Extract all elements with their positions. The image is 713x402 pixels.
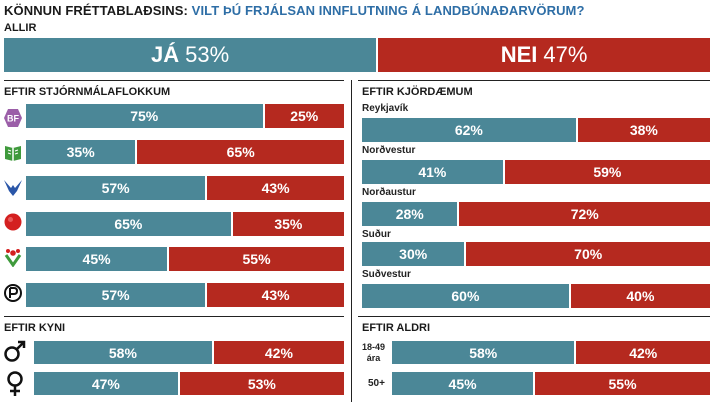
age-bar: 45% 55% [392, 372, 710, 395]
no-segment: 72% [459, 202, 710, 226]
vertical-divider [351, 80, 352, 402]
section-title-district: EFTIR KJÖRDÆMUM [362, 86, 473, 98]
district-bar: 60% 40% [362, 284, 710, 308]
section-title-age: EFTIR ALDRI [362, 322, 431, 334]
district-label: Suðvestur [362, 269, 411, 280]
no-segment: 53% [179, 372, 344, 395]
no-segment: 70% [466, 242, 710, 266]
district-label: Reykjavík [362, 103, 409, 114]
yes-segment: 45% [392, 372, 536, 395]
district-bar: 30% 70% [362, 242, 710, 266]
divider-line [358, 316, 710, 317]
yes-segment: 57% [26, 283, 208, 307]
party-bar: 35% 65% [26, 140, 344, 164]
rose-logo-icon [4, 213, 22, 231]
no-segment: 59% [504, 160, 710, 184]
overall-yes-pct: 53% [185, 42, 230, 67]
age-label-2: 50+ [368, 378, 385, 389]
no-segment: 38% [577, 118, 710, 142]
female-symbol-icon [7, 371, 23, 396]
overall-bar: JÁ 53% NEI 47% [4, 38, 710, 72]
divider-line [4, 80, 344, 81]
no-segment: 65% [137, 140, 344, 164]
district-bar: 28% 72% [362, 202, 710, 226]
overall-no-segment: NEI 47% [378, 38, 710, 72]
party-bar: 65% 35% [26, 212, 344, 236]
yes-segment: 28% [362, 202, 460, 226]
chart-title: KÖNNUN FRÉTTABLAÐSINS: VILT ÞÚ FRJÁLSAN … [4, 3, 585, 18]
no-segment: 35% [232, 212, 344, 236]
yes-segment: 62% [362, 118, 578, 142]
divider-line [358, 80, 710, 81]
no-segment: 43% [207, 176, 344, 200]
party-bar: 57% 43% [26, 176, 344, 200]
overall-yes-segment: JÁ 53% [4, 38, 379, 72]
party-bar: 45% 55% [26, 247, 344, 271]
district-label: Norðaustur [362, 187, 416, 198]
yes-segment: 75% [26, 104, 265, 128]
bf-logo-icon: BF [4, 109, 22, 127]
falcon-logo-icon [4, 180, 22, 196]
pirate-logo-icon [4, 284, 22, 302]
yes-segment: 41% [362, 160, 505, 184]
title-question: VILT ÞÚ FRJÁLSAN INNFLUTNING Á LANDBÚNAÐ… [191, 3, 585, 18]
title-prefix: KÖNNUN FRÉTTABLAÐSINS: [4, 3, 188, 18]
no-segment: 25% [264, 104, 344, 128]
yes-segment: 65% [26, 212, 233, 236]
district-label: Norðvestur [362, 145, 416, 156]
overall-no-pct: 47% [543, 42, 588, 67]
yes-segment: 47% [34, 372, 180, 395]
age-bar: 58% 42% [392, 341, 710, 364]
age-label-1: 18-49 ára [362, 342, 385, 364]
gender-bar: 58% 42% [34, 341, 344, 364]
yes-segment: 58% [34, 341, 214, 364]
section-title-gender: EFTIR KYNI [4, 322, 66, 334]
yes-segment: 30% [362, 242, 467, 266]
district-bar: 62% 38% [362, 118, 710, 142]
yes-segment: 60% [362, 284, 571, 308]
no-segment: 42% [213, 341, 344, 364]
no-segment: 42% [576, 341, 710, 364]
yes-segment: 35% [26, 140, 138, 164]
party-bar: 75% 25% [26, 104, 344, 128]
no-segment: 40% [570, 284, 710, 308]
no-segment: 55% [535, 372, 710, 395]
age-label-1-line2: ára [366, 353, 381, 363]
overall-no-word: NEI [500, 42, 538, 67]
no-segment: 55% [169, 247, 344, 271]
district-bar: 41% 59% [362, 160, 710, 184]
overall-yes-word: JÁ [151, 42, 180, 67]
gender-bar: 47% 53% [34, 372, 344, 395]
flower-logo-icon [4, 249, 22, 267]
divider-line [4, 316, 344, 317]
section-title-party: EFTIR STJÓRNMÁLAFLOKKUM [4, 86, 171, 98]
age-label-1-line1: 18-49 [362, 342, 386, 352]
district-label: Suður [362, 229, 391, 240]
party-bar: 57% 43% [26, 283, 344, 307]
yes-segment: 57% [26, 176, 208, 200]
yes-segment: 58% [392, 341, 577, 364]
section-title-allir: ALLIR [4, 22, 37, 34]
book-logo-icon [5, 146, 21, 161]
no-segment: 43% [207, 283, 344, 307]
yes-segment: 45% [26, 247, 170, 271]
male-symbol-icon [4, 340, 26, 362]
svg-text:BF: BF [7, 114, 19, 124]
